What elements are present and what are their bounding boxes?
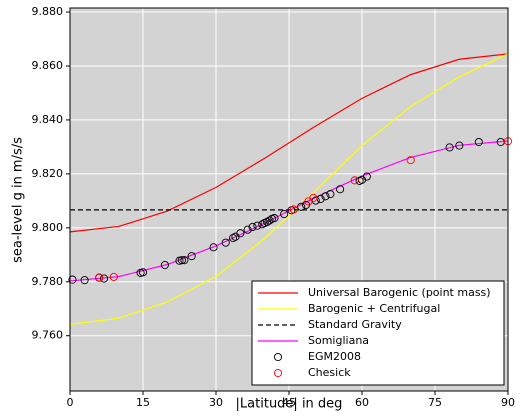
data-point <box>270 214 279 223</box>
y-tick-label: 9.880 <box>32 5 64 18</box>
data-point <box>253 221 262 230</box>
series-line <box>69 53 509 325</box>
legend-swatch <box>273 352 283 362</box>
data-point <box>80 276 89 285</box>
data-point <box>289 205 298 214</box>
legend-label: Chesick <box>308 366 351 379</box>
data-point <box>160 260 169 270</box>
data-point <box>445 143 454 152</box>
data-point <box>406 156 415 165</box>
data-point <box>248 222 257 232</box>
y-tick-label: 9.860 <box>32 59 64 72</box>
data-point <box>350 176 359 185</box>
legend-label: Standard Gravity <box>308 318 402 331</box>
data-point <box>209 243 218 252</box>
legend-label: Universal Barogenic (point mass) <box>308 286 491 299</box>
data-point <box>187 252 196 261</box>
x-tick-label: 30 <box>209 396 223 409</box>
x-tick-label: 60 <box>355 396 369 409</box>
legend-swatch <box>273 368 283 378</box>
x-tick-label: 15 <box>136 396 150 409</box>
x-tick-label: 75 <box>428 396 442 409</box>
x-tick-label: 90 <box>501 396 515 409</box>
y-tick-label: 9.780 <box>32 275 64 288</box>
legend-label: Barogenic + Centrifugal <box>308 302 440 315</box>
data-point <box>100 274 109 283</box>
data-point <box>309 193 318 202</box>
y-tick-label: 9.820 <box>32 167 64 180</box>
data-point <box>95 273 104 282</box>
data-point <box>109 272 118 281</box>
data-point <box>221 238 230 247</box>
data-point <box>321 192 330 201</box>
legend-box <box>251 280 505 386</box>
data-point <box>68 275 77 284</box>
data-point <box>263 217 272 226</box>
data-point <box>265 216 274 225</box>
legend-label: EGM2008 <box>308 350 361 363</box>
y-tick-label: 9.840 <box>32 113 64 126</box>
data-point <box>455 141 464 150</box>
data-point <box>326 190 335 199</box>
data-point <box>177 256 186 265</box>
data-point <box>336 185 345 194</box>
x-tick-label: 0 <box>67 396 74 409</box>
data-point <box>180 256 189 265</box>
data-point <box>236 229 245 238</box>
data-point <box>280 210 289 219</box>
x-axis-label: |Latitude| in deg <box>236 397 343 412</box>
y-axis-label: sea-level g in m/s/s <box>11 137 26 263</box>
data-point <box>297 202 306 211</box>
data-point <box>138 268 148 277</box>
data-point <box>474 137 483 147</box>
data-point <box>228 234 238 243</box>
legend-label: Somigliana <box>308 334 369 347</box>
x-tick-label: 45 <box>282 396 296 409</box>
data-point <box>243 225 252 234</box>
y-tick-label: 9.760 <box>32 329 64 342</box>
data-point <box>258 220 267 229</box>
y-tick-label: 9.800 <box>32 221 64 234</box>
series-line <box>69 53 509 233</box>
data-point <box>362 172 371 181</box>
